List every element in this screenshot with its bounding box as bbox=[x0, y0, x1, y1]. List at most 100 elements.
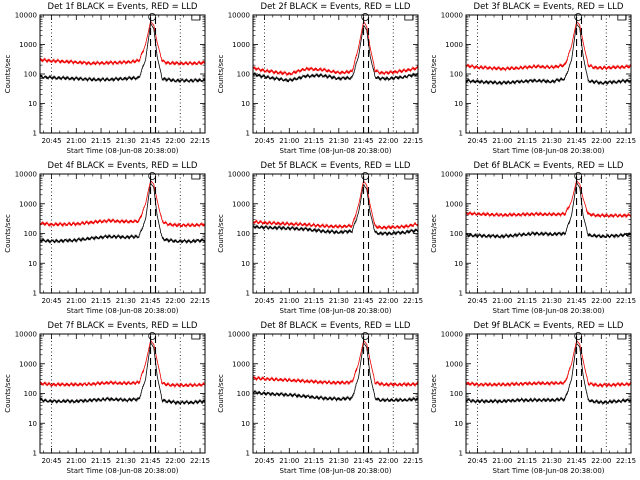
flare-peak-marker bbox=[574, 332, 583, 340]
plot-frame bbox=[252, 14, 419, 134]
x-tick-label: 22:15 bbox=[190, 297, 210, 305]
x-tick-label: 22:00 bbox=[165, 297, 185, 305]
x-tick-label: 21:30 bbox=[542, 297, 562, 305]
y-tick-label: 10000 bbox=[15, 171, 37, 179]
plot-frame bbox=[252, 173, 419, 294]
x-tick-label: 21:30 bbox=[329, 297, 349, 305]
y-tick-label: 10000 bbox=[228, 12, 250, 20]
plot-frame bbox=[465, 333, 632, 454]
events-series-line bbox=[252, 342, 419, 403]
y-tick-label: 10 bbox=[241, 420, 250, 428]
y-tick-label: 10000 bbox=[441, 171, 463, 179]
x-axis-label: Start Time (08-Jun-08 20:38:00) bbox=[67, 147, 179, 155]
x-tick-label: 21:30 bbox=[542, 137, 562, 145]
x-axis-label: Start Time (08-Jun-08 20:38:00) bbox=[280, 147, 392, 155]
plot-frame bbox=[39, 173, 206, 294]
x-tick-label: 22:00 bbox=[591, 297, 611, 305]
y-tick-label: 1 bbox=[459, 130, 463, 138]
y-tick-label: 100 bbox=[24, 230, 37, 238]
x-tick-label: 21:15 bbox=[517, 457, 537, 465]
y-tick-label: 1 bbox=[33, 290, 37, 298]
y-tick-label: 100 bbox=[237, 230, 250, 238]
x-tick-label: 20:45 bbox=[467, 297, 487, 305]
x-tick-label: 22:00 bbox=[165, 137, 185, 145]
top-edge-marker bbox=[404, 333, 414, 340]
x-axis-label: Start Time (08-Jun-08 20:38:00) bbox=[493, 467, 605, 475]
x-tick-label: 21:15 bbox=[304, 137, 324, 145]
flare-peak-marker bbox=[361, 332, 370, 340]
events-series-line bbox=[39, 23, 206, 84]
x-tick-label: 22:15 bbox=[403, 457, 423, 465]
x-tick-label: 21:45 bbox=[140, 457, 160, 465]
y-tick-label: 100 bbox=[24, 390, 37, 398]
events-series-line bbox=[465, 182, 632, 240]
events-series-line bbox=[39, 182, 205, 245]
lld-series-line bbox=[252, 340, 419, 388]
panel-title: Det 1f BLACK = Events, RED = LLD bbox=[48, 2, 198, 12]
lld-series-line bbox=[39, 180, 206, 229]
y-tick-label: 1000 bbox=[232, 41, 250, 49]
panel-title: Det 5f BLACK = Events, RED = LLD bbox=[261, 161, 411, 171]
y-axis-label: Counts/sec bbox=[4, 214, 12, 253]
x-tick-label: 21:00 bbox=[66, 137, 86, 145]
y-axis-label: Counts/sec bbox=[217, 374, 225, 413]
flare-peak-marker bbox=[361, 172, 370, 180]
y-tick-label: 10 bbox=[241, 100, 250, 108]
detector-panel: Det 4f BLACK = Events, RED = LLD Counts/s… bbox=[4, 161, 210, 315]
y-tick-label: 100 bbox=[237, 71, 250, 79]
x-tick-label: 21:30 bbox=[542, 457, 562, 465]
lld-series-line bbox=[252, 21, 419, 77]
detector-panel: Det 3f BLACK = Events, RED = LLD Counts/s… bbox=[430, 2, 636, 155]
events-series-line bbox=[465, 23, 632, 86]
y-tick-label: 1000 bbox=[19, 41, 37, 49]
detector-panel: Det 9f BLACK = Events, RED = LLD Counts/s… bbox=[430, 321, 636, 475]
events-series-line bbox=[465, 342, 632, 406]
x-tick-label: 21:00 bbox=[66, 457, 86, 465]
lld-series-line bbox=[465, 179, 632, 219]
events-series-line bbox=[252, 24, 419, 83]
detector-panel: Det 7f BLACK = Events, RED = LLD Counts/s… bbox=[4, 321, 210, 475]
flare-peak-marker bbox=[361, 13, 370, 21]
detector-panel: Det 8f BLACK = Events, RED = LLD Counts/s… bbox=[217, 321, 423, 475]
plot-frame bbox=[39, 333, 206, 454]
y-tick-label: 10000 bbox=[15, 331, 37, 339]
y-tick-label: 10000 bbox=[228, 331, 250, 339]
x-tick-label: 21:00 bbox=[279, 137, 299, 145]
flare-peak-marker bbox=[148, 172, 157, 180]
y-tick-label: 1 bbox=[33, 130, 37, 138]
flare-peak-marker bbox=[574, 13, 583, 21]
x-tick-label: 21:15 bbox=[304, 297, 324, 305]
panel-title: Det 7f BLACK = Events, RED = LLD bbox=[48, 321, 198, 331]
x-tick-label: 21:15 bbox=[91, 137, 111, 145]
panel-title: Det 2f BLACK = Events, RED = LLD bbox=[261, 2, 411, 12]
x-tick-label: 20:45 bbox=[41, 457, 61, 465]
x-axis-label: Start Time (08-Jun-08 20:38:00) bbox=[280, 467, 392, 475]
y-tick-label: 10000 bbox=[228, 171, 250, 179]
x-tick-label: 22:00 bbox=[378, 297, 398, 305]
x-tick-label: 22:00 bbox=[165, 457, 185, 465]
y-tick-label: 100 bbox=[24, 71, 37, 79]
y-tick-label: 1 bbox=[33, 450, 37, 458]
top-edge-marker bbox=[404, 173, 414, 180]
y-tick-label: 1000 bbox=[445, 41, 463, 49]
y-tick-label: 10 bbox=[454, 260, 463, 268]
x-tick-label: 22:15 bbox=[616, 137, 636, 145]
x-tick-label: 22:00 bbox=[591, 457, 611, 465]
x-tick-label: 21:15 bbox=[304, 457, 324, 465]
x-tick-label: 21:00 bbox=[66, 297, 86, 305]
y-tick-label: 1000 bbox=[445, 360, 463, 368]
lld-series-line bbox=[465, 21, 632, 72]
detector-panel: Det 1f BLACK = Events, RED = LLD Counts/s… bbox=[4, 2, 210, 155]
top-edge-marker bbox=[617, 14, 627, 21]
x-tick-label: 21:00 bbox=[279, 457, 299, 465]
y-axis-label: Counts/sec bbox=[217, 55, 225, 94]
x-tick-label: 21:30 bbox=[329, 137, 349, 145]
y-tick-label: 1 bbox=[459, 450, 463, 458]
x-tick-label: 22:15 bbox=[403, 137, 423, 145]
y-axis-label: Counts/sec bbox=[430, 214, 438, 253]
y-tick-label: 10000 bbox=[441, 12, 463, 20]
lld-series-line bbox=[39, 339, 206, 389]
lld-series-line bbox=[465, 340, 632, 389]
panel-title: Det 9f BLACK = Events, RED = LLD bbox=[474, 321, 624, 331]
y-tick-label: 10 bbox=[28, 420, 37, 428]
